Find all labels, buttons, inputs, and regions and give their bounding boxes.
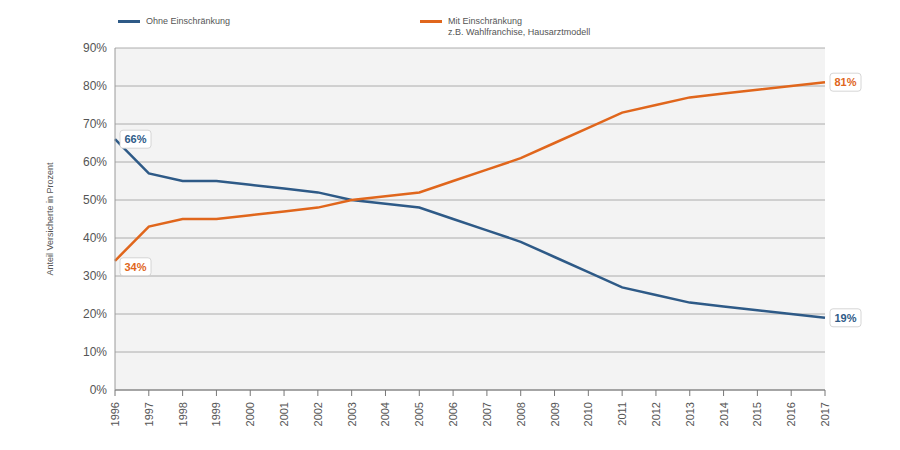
svg-text:1997: 1997 (143, 402, 155, 426)
svg-text:19%: 19% (834, 312, 856, 324)
svg-text:60%: 60% (83, 155, 107, 169)
svg-text:2000: 2000 (244, 402, 256, 426)
svg-text:80%: 80% (83, 79, 107, 93)
svg-text:30%: 30% (83, 269, 107, 283)
svg-text:2002: 2002 (312, 402, 324, 426)
svg-text:Anteil Versicherte in Prozent: Anteil Versicherte in Prozent (45, 162, 55, 276)
svg-text:2003: 2003 (346, 402, 358, 426)
svg-text:2011: 2011 (616, 402, 628, 426)
svg-text:2015: 2015 (751, 402, 763, 426)
svg-text:1996: 1996 (109, 402, 121, 426)
svg-text:1998: 1998 (177, 402, 189, 426)
svg-text:2017: 2017 (819, 402, 831, 426)
svg-text:2005: 2005 (413, 402, 425, 426)
svg-text:34%: 34% (124, 261, 146, 273)
html-text:Ohne Einschränkung: Ohne Einschränkung (146, 16, 231, 26)
svg-text:1999: 1999 (210, 402, 222, 426)
html-text:Mit Einschränkung: Mit Einschränkung (448, 16, 522, 26)
svg-text:20%: 20% (83, 307, 107, 321)
svg-text:40%: 40% (83, 231, 107, 245)
svg-text:81%: 81% (834, 76, 856, 88)
svg-text:2014: 2014 (718, 402, 730, 426)
svg-text:10%: 10% (83, 345, 107, 359)
svg-text:2010: 2010 (582, 402, 594, 426)
svg-text:2008: 2008 (515, 402, 527, 426)
svg-text:70%: 70% (83, 117, 107, 131)
svg-text:2001: 2001 (278, 402, 290, 426)
html-text:z.B. Wahlfranchise, Hausarztmo: z.B. Wahlfranchise, Hausarztmodell (448, 27, 591, 37)
svg-text:50%: 50% (83, 193, 107, 207)
svg-text:2013: 2013 (684, 402, 696, 426)
svg-text:90%: 90% (83, 41, 107, 55)
svg-text:2016: 2016 (785, 402, 797, 426)
svg-text:0%: 0% (90, 383, 108, 397)
svg-text:2009: 2009 (549, 402, 561, 426)
svg-text:66%: 66% (124, 133, 146, 145)
svg-text:2007: 2007 (481, 402, 493, 426)
svg-text:2004: 2004 (379, 402, 391, 426)
svg-text:2006: 2006 (447, 402, 459, 426)
svg-text:2012: 2012 (650, 402, 662, 426)
